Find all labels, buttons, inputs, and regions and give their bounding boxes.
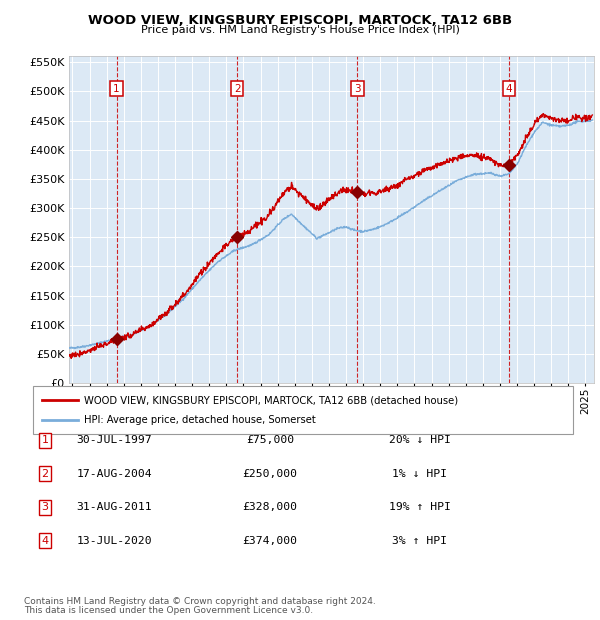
Text: This data is licensed under the Open Government Licence v3.0.: This data is licensed under the Open Gov… <box>24 606 313 615</box>
Text: 30-JUL-1997: 30-JUL-1997 <box>76 435 152 445</box>
Text: HPI: Average price, detached house, Somerset: HPI: Average price, detached house, Some… <box>84 415 316 425</box>
Text: Price paid vs. HM Land Registry's House Price Index (HPI): Price paid vs. HM Land Registry's House … <box>140 25 460 35</box>
Text: 1: 1 <box>113 84 120 94</box>
Text: 4: 4 <box>41 536 49 546</box>
Text: 3% ↑ HPI: 3% ↑ HPI <box>392 536 448 546</box>
Text: 3: 3 <box>41 502 49 512</box>
Text: 1% ↓ HPI: 1% ↓ HPI <box>392 469 448 479</box>
Text: Contains HM Land Registry data © Crown copyright and database right 2024.: Contains HM Land Registry data © Crown c… <box>24 597 376 606</box>
Text: 13-JUL-2020: 13-JUL-2020 <box>76 536 152 546</box>
Text: 17-AUG-2004: 17-AUG-2004 <box>76 469 152 479</box>
Text: £250,000: £250,000 <box>242 469 298 479</box>
Text: 20% ↓ HPI: 20% ↓ HPI <box>389 435 451 445</box>
Text: £374,000: £374,000 <box>242 536 298 546</box>
Text: £328,000: £328,000 <box>242 502 298 512</box>
Text: 2: 2 <box>234 84 241 94</box>
Text: WOOD VIEW, KINGSBURY EPISCOPI, MARTOCK, TA12 6BB (detached house): WOOD VIEW, KINGSBURY EPISCOPI, MARTOCK, … <box>84 395 458 405</box>
Text: 1: 1 <box>41 435 49 445</box>
Text: WOOD VIEW, KINGSBURY EPISCOPI, MARTOCK, TA12 6BB: WOOD VIEW, KINGSBURY EPISCOPI, MARTOCK, … <box>88 14 512 27</box>
Text: 3: 3 <box>354 84 361 94</box>
Text: 4: 4 <box>506 84 512 94</box>
Text: 31-AUG-2011: 31-AUG-2011 <box>76 502 152 512</box>
Text: £75,000: £75,000 <box>246 435 294 445</box>
Text: 2: 2 <box>41 469 49 479</box>
Text: 19% ↑ HPI: 19% ↑ HPI <box>389 502 451 512</box>
